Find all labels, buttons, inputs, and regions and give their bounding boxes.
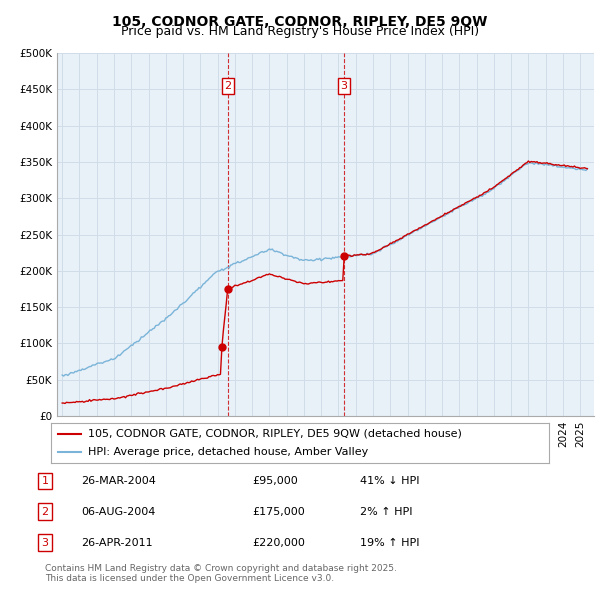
Text: 26-APR-2011: 26-APR-2011: [81, 538, 152, 548]
Text: 2: 2: [224, 81, 232, 91]
Text: 19% ↑ HPI: 19% ↑ HPI: [360, 538, 419, 548]
Text: £95,000: £95,000: [252, 476, 298, 486]
Text: £220,000: £220,000: [252, 538, 305, 548]
Text: 105, CODNOR GATE, CODNOR, RIPLEY, DE5 9QW: 105, CODNOR GATE, CODNOR, RIPLEY, DE5 9Q…: [112, 15, 488, 29]
Text: Contains HM Land Registry data © Crown copyright and database right 2025.
This d: Contains HM Land Registry data © Crown c…: [45, 563, 397, 583]
Text: 41% ↓ HPI: 41% ↓ HPI: [360, 476, 419, 486]
Text: 26-MAR-2004: 26-MAR-2004: [81, 476, 156, 486]
Text: £175,000: £175,000: [252, 507, 305, 516]
Text: 3: 3: [340, 81, 347, 91]
Text: 2: 2: [41, 507, 49, 516]
Text: 1: 1: [41, 476, 49, 486]
Text: Price paid vs. HM Land Registry's House Price Index (HPI): Price paid vs. HM Land Registry's House …: [121, 25, 479, 38]
Text: 105, CODNOR GATE, CODNOR, RIPLEY, DE5 9QW (detached house): 105, CODNOR GATE, CODNOR, RIPLEY, DE5 9Q…: [88, 429, 462, 439]
Text: HPI: Average price, detached house, Amber Valley: HPI: Average price, detached house, Ambe…: [88, 447, 368, 457]
Text: 3: 3: [41, 538, 49, 548]
Text: 06-AUG-2004: 06-AUG-2004: [81, 507, 155, 516]
Text: 2% ↑ HPI: 2% ↑ HPI: [360, 507, 413, 516]
